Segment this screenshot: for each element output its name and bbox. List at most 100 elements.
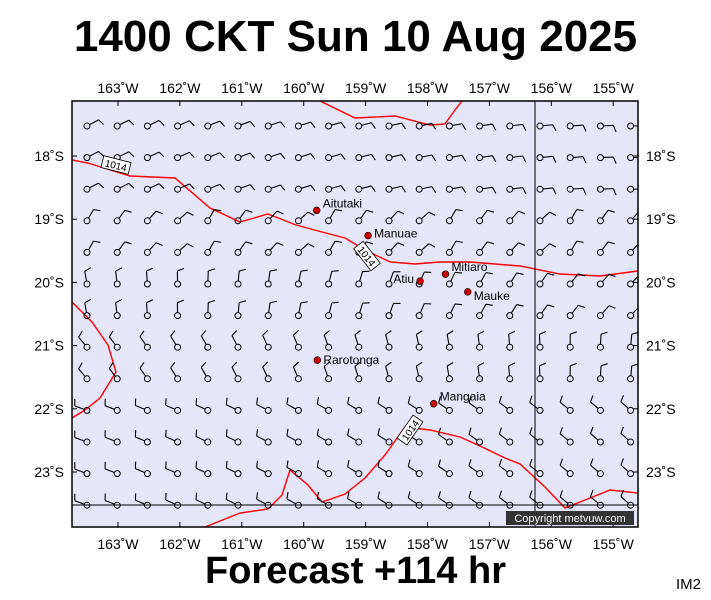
- lon-label-top: 160˚W: [283, 80, 325, 96]
- lon-label-top: 162˚W: [159, 80, 201, 96]
- wind-barb: [529, 395, 544, 414]
- wind-barb: [143, 210, 163, 225]
- lat-label-left: 18˚S: [34, 148, 64, 164]
- lon-label-bottom: 157˚W: [469, 536, 511, 552]
- place-marker: [416, 277, 424, 285]
- lon-label-top: 157˚W: [469, 80, 511, 96]
- wind-barb: [234, 241, 253, 256]
- wind-barb: [445, 362, 454, 383]
- wind-barb: [476, 185, 497, 194]
- wind-barb: [294, 184, 316, 193]
- wind-barb: [620, 458, 635, 478]
- wind-barb: [83, 119, 105, 130]
- wind-barb: [83, 240, 101, 256]
- wind-barb: [83, 298, 92, 320]
- wind-barb: [294, 121, 316, 130]
- wind-barb: [113, 209, 132, 225]
- wind-barb: [445, 209, 463, 225]
- lon-label-bottom: 155˚W: [593, 536, 635, 552]
- place-marker: [441, 270, 450, 278]
- wind-barb: [347, 491, 363, 509]
- wind-barb: [234, 152, 256, 162]
- place-label: Mitiaro: [451, 260, 487, 274]
- wind-barb: [596, 122, 617, 133]
- svg-text:1014: 1014: [104, 158, 129, 174]
- wind-barb: [256, 460, 272, 478]
- wind-barb: [596, 154, 617, 164]
- wind-barb: [256, 429, 272, 446]
- wind-barb: [445, 271, 463, 288]
- wind-barb: [355, 185, 376, 193]
- wind-barb: [415, 303, 432, 320]
- wind-barb: [347, 459, 363, 478]
- lat-label-left: 20˚S: [34, 274, 64, 290]
- lat-label-right: 20˚S: [646, 274, 676, 290]
- wind-barb: [256, 492, 272, 509]
- wind-barb: [589, 395, 604, 414]
- wind-barb: [506, 272, 524, 288]
- wind-barb: [529, 490, 544, 509]
- wind-barb: [354, 330, 363, 351]
- wind-barb: [165, 398, 182, 414]
- wind-barb: [468, 459, 484, 478]
- wind-barb: [204, 120, 225, 130]
- wind-barb: [468, 427, 484, 446]
- image-code: IM2: [676, 576, 702, 593]
- wind-barb: [506, 122, 527, 131]
- wind-barb: [559, 490, 574, 509]
- wind-barb: [134, 430, 151, 446]
- wind-barb: [234, 120, 256, 130]
- place-marker: [312, 206, 321, 215]
- wind-barb: [468, 490, 484, 509]
- lon-label-top: 159˚W: [345, 80, 387, 96]
- wind-barb: [174, 183, 195, 193]
- wind-barb: [415, 361, 423, 383]
- wind-barb: [200, 361, 212, 383]
- wind-barb: [323, 361, 333, 383]
- lon-label-top: 156˚W: [531, 80, 573, 96]
- lon-label-bottom: 162˚W: [159, 536, 201, 552]
- wind-barb: [264, 152, 286, 162]
- wind-barb: [83, 209, 101, 225]
- lon-label-top: 155˚W: [593, 80, 635, 96]
- svg-text:Copyright metvuw.com: Copyright metvuw.com: [514, 513, 625, 525]
- wind-barb: [104, 398, 121, 414]
- place-label: Aitutaki: [323, 196, 362, 210]
- place-marker: [364, 231, 372, 240]
- wind-barb: [74, 462, 91, 478]
- wind-barb: [325, 209, 343, 225]
- wind-barb: [407, 396, 423, 414]
- isobar-north: [72, 159, 638, 277]
- wind-barb: [596, 273, 616, 288]
- wind-barb: [506, 185, 527, 195]
- wind-barb: [385, 122, 406, 130]
- wind-barb: [627, 185, 638, 193]
- wind-barb: [264, 184, 286, 193]
- place-marker: [313, 356, 322, 364]
- lon-label-top: 161˚W: [221, 80, 263, 96]
- wind-barb: [294, 269, 308, 288]
- wind-barb: [566, 154, 587, 164]
- wind-barb: [589, 458, 604, 478]
- lon-label-bottom: 158˚W: [407, 536, 449, 552]
- wind-barb: [589, 490, 604, 509]
- wind-barb: [104, 430, 121, 446]
- wind-barb: [170, 330, 182, 351]
- wind-barb: [234, 300, 247, 320]
- wind-barb: [143, 120, 165, 130]
- wind-barb: [385, 361, 393, 383]
- place-label: Rarotonga: [323, 353, 379, 367]
- wind-barb: [476, 362, 485, 383]
- wind-barb: [204, 183, 225, 193]
- wind-barb: [325, 301, 339, 320]
- isobar-north-upper: [319, 101, 463, 126]
- wind-barb: [134, 461, 151, 478]
- wind-barb: [143, 242, 163, 256]
- wind-barb: [596, 209, 615, 225]
- lon-label-bottom: 163˚W: [97, 536, 139, 552]
- wind-barb: [627, 275, 638, 288]
- wind-barb: [286, 397, 302, 414]
- place-label: Atiu: [393, 272, 414, 286]
- wind-barb: [536, 272, 555, 288]
- wind-barb: [294, 301, 308, 320]
